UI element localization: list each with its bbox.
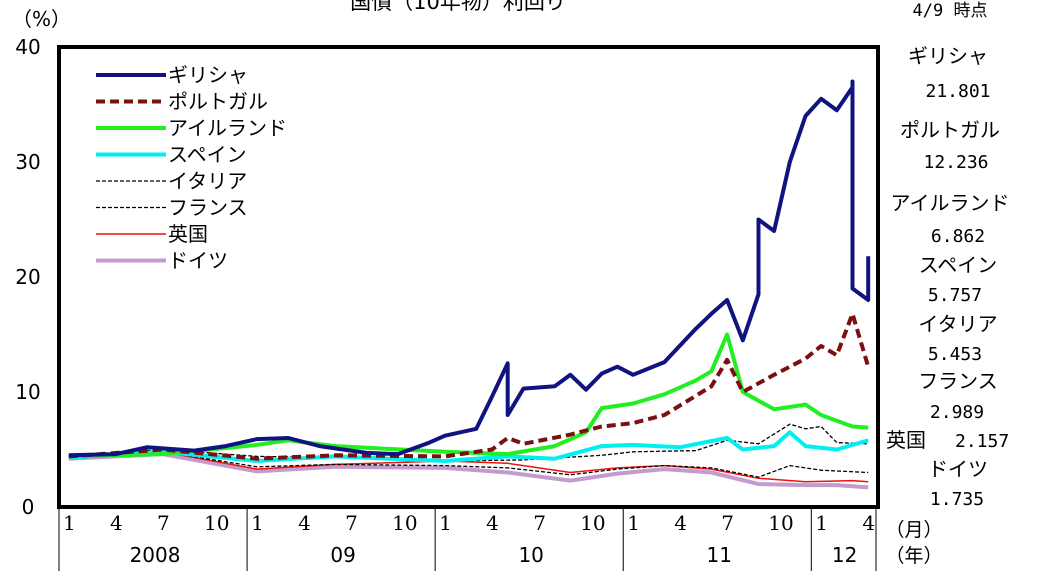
legend-label: ギリシャ bbox=[168, 63, 248, 87]
series-line bbox=[68, 452, 869, 490]
x-year-label: 12 bbox=[832, 543, 857, 567]
right-series-value: 21.801 bbox=[925, 81, 990, 102]
right-series-value: 5.453 bbox=[928, 344, 982, 365]
x-month-tick-label: 7 bbox=[345, 511, 358, 535]
series-line bbox=[68, 332, 869, 459]
timestamp-label: 4/9 時点 bbox=[913, 1, 988, 21]
right-series-name: 英国 bbox=[886, 428, 926, 452]
series-line bbox=[68, 311, 871, 461]
x-month-tick-label: 7 bbox=[721, 511, 734, 535]
right-series-name: スペイン bbox=[919, 253, 998, 277]
x-month-unit: （月） bbox=[885, 519, 942, 541]
x-month-tick-label: 1 bbox=[627, 511, 640, 535]
x-month-tick-label: 10 bbox=[768, 511, 793, 535]
series-layer bbox=[68, 79, 871, 490]
x-month-tick-label: 1 bbox=[251, 511, 264, 535]
x-month-tick-label: 4 bbox=[298, 511, 311, 535]
y-unit-label: （%） bbox=[12, 7, 71, 31]
right-value-labels: ギリシャ 21.801 ポルトガル 12.236 アイルランド 6.862 スペイン 5.75… bbox=[886, 44, 1010, 510]
right-series-value: 2.157 bbox=[955, 431, 1009, 452]
legend-label: イタリア bbox=[168, 169, 247, 193]
y-tick-label: 20 bbox=[15, 265, 40, 289]
x-month-tick-label: 10 bbox=[392, 511, 417, 535]
right-series-name: アイルランド bbox=[891, 191, 1010, 215]
x-month-tick-label: 1 bbox=[439, 511, 452, 535]
right-series-value: 12.236 bbox=[923, 152, 988, 173]
legend-label: ポルトガル bbox=[168, 90, 268, 114]
x-year-label: 09 bbox=[330, 543, 355, 567]
right-series-name: イタリア bbox=[918, 312, 997, 336]
x-month-tick-label: 4 bbox=[486, 511, 499, 535]
right-series-value: 2.989 bbox=[930, 402, 984, 423]
x-year-label: 2008 bbox=[130, 543, 181, 567]
legend-label: フランス bbox=[168, 196, 248, 220]
legend-label: 英国 bbox=[168, 222, 208, 246]
y-tick-label: 10 bbox=[15, 380, 40, 404]
right-series-name: ドイツ bbox=[928, 457, 988, 481]
legend-label: アイルランド bbox=[168, 116, 287, 140]
x-year-unit: （年） bbox=[885, 545, 942, 567]
series-line bbox=[68, 423, 869, 462]
legend-label: ドイツ bbox=[168, 249, 228, 273]
x-month-tick-label: 10 bbox=[204, 511, 229, 535]
plot-frame bbox=[57, 45, 880, 509]
x-month-tick-label: 10 bbox=[580, 511, 605, 535]
right-series-name: ポルトガル bbox=[900, 118, 1000, 142]
x-year-label: 10 bbox=[518, 543, 543, 567]
right-series-name: ギリシャ bbox=[908, 44, 988, 68]
right-series-value: 5.757 bbox=[928, 285, 982, 306]
x-month-tick-label: 4 bbox=[862, 511, 875, 535]
x-year-label: 11 bbox=[707, 543, 732, 567]
right-series-name: フランス bbox=[918, 369, 998, 393]
series-line bbox=[68, 79, 871, 458]
y-tick-label: 0 bbox=[22, 495, 35, 519]
x-month-tick-label: 4 bbox=[110, 511, 123, 535]
series-line bbox=[68, 451, 869, 483]
x-month-tick-label: 4 bbox=[674, 511, 687, 535]
x-month-tick-label: 7 bbox=[157, 511, 170, 535]
x-month-tick-label: 1 bbox=[815, 511, 828, 535]
right-series-value: 1.735 bbox=[930, 489, 984, 510]
y-tick-label: 30 bbox=[15, 150, 40, 174]
x-month-tick-label: 1 bbox=[63, 511, 76, 535]
y-axis-ticks: 0 10 20 30 40 bbox=[15, 35, 40, 519]
series-line bbox=[68, 451, 869, 478]
right-series-value: 6.862 bbox=[931, 226, 985, 247]
x-month-tick-label: 7 bbox=[533, 511, 546, 535]
chart-title: 国債（10年物）利回り bbox=[350, 0, 566, 14]
y-tick-label: 40 bbox=[15, 35, 40, 59]
legend-label: スペイン bbox=[168, 143, 247, 167]
x-axis: 1 4 7 10 1 4 7 10 1 4 7 10 1 4 7 10 1 4 2008 09 10 11 12 bbox=[58, 507, 877, 571]
